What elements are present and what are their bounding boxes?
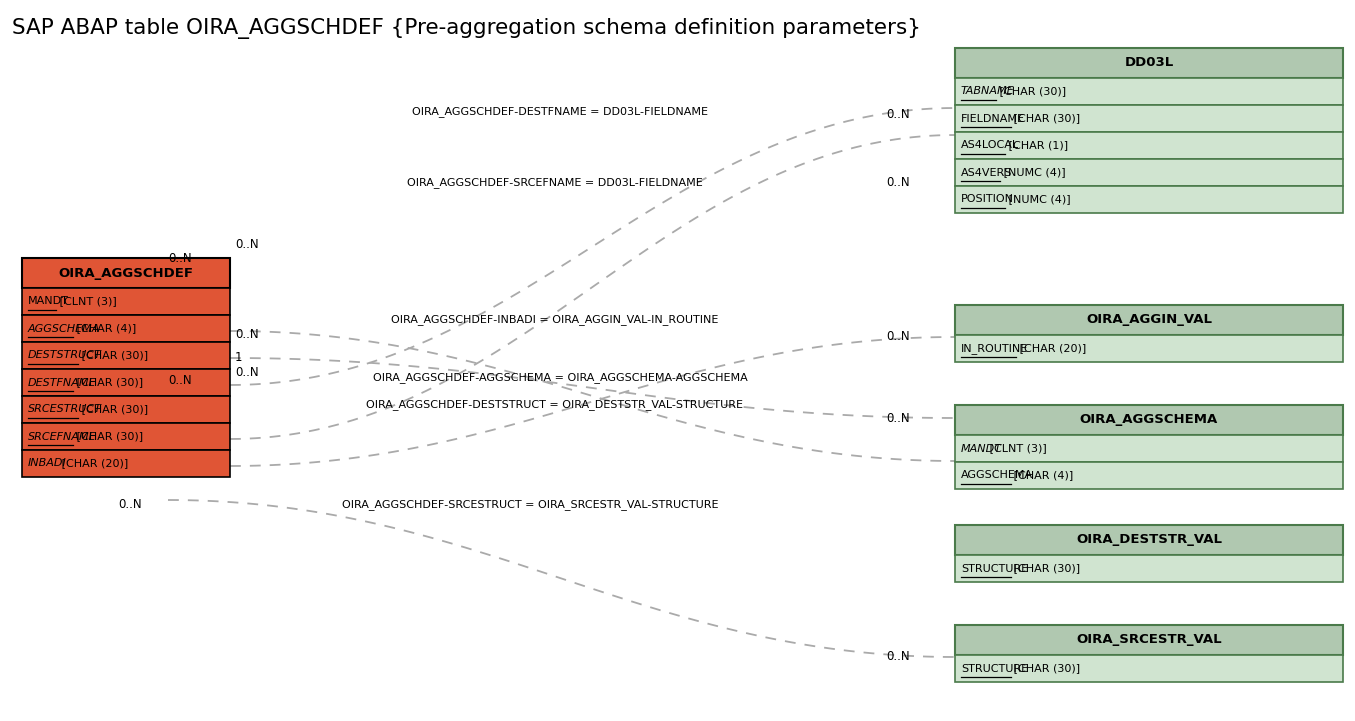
Bar [22, 288, 230, 315]
Text: [CLNT (3)]: [CLNT (3)] [986, 443, 1047, 454]
Text: [CHAR (30)]: [CHAR (30)] [1011, 113, 1081, 123]
Text: SRCEFNAME: SRCEFNAME [28, 431, 96, 441]
Bar [955, 555, 1343, 582]
Text: [CHAR (4)]: [CHAR (4)] [73, 324, 137, 334]
Text: 0..N: 0..N [886, 108, 911, 122]
Text: OIRA_AGGSCHDEF: OIRA_AGGSCHDEF [58, 267, 194, 280]
Text: DESTFNAME: DESTFNAME [28, 378, 96, 387]
Text: INBADI: INBADI [28, 459, 66, 469]
Bar [955, 405, 1343, 435]
Text: STRUCTURE: STRUCTURE [961, 564, 1028, 573]
Text: 0..N: 0..N [168, 252, 191, 265]
Bar [22, 258, 230, 288]
Text: OIRA_AGGSCHDEF-INBADI = OIRA_AGGIN_VAL-IN_ROUTINE: OIRA_AGGSCHDEF-INBADI = OIRA_AGGIN_VAL-I… [392, 314, 718, 325]
Text: OIRA_AGGSCHDEF-DESTFNAME = DD03L-FIELDNAME: OIRA_AGGSCHDEF-DESTFNAME = DD03L-FIELDNA… [412, 107, 709, 118]
Bar [22, 423, 230, 450]
Text: [CHAR (30)]: [CHAR (30)] [79, 404, 148, 415]
Bar [22, 450, 230, 477]
Bar [955, 305, 1343, 335]
Text: AGGSCHEMA: AGGSCHEMA [961, 471, 1033, 480]
Bar [955, 462, 1343, 489]
Text: MANDT: MANDT [28, 296, 69, 306]
Text: SAP ABAP table OIRA_AGGSCHDEF {Pre-aggregation schema definition parameters}: SAP ABAP table OIRA_AGGSCHDEF {Pre-aggre… [12, 18, 921, 39]
Text: [NUMC (4)]: [NUMC (4)] [1005, 195, 1070, 205]
Text: 0..N: 0..N [886, 412, 911, 425]
Bar [955, 186, 1343, 213]
Text: OIRA_AGGSCHDEF-DESTSTRUCT = OIRA_DESTSTR_VAL-STRUCTURE: OIRA_AGGSCHDEF-DESTSTRUCT = OIRA_DESTSTR… [366, 399, 744, 410]
Bar [955, 655, 1343, 682]
Text: [CHAR (20)]: [CHAR (20)] [1016, 343, 1087, 353]
Text: POSITION: POSITION [961, 195, 1014, 205]
Text: OIRA_AGGSCHDEF-SRCEFNAME = DD03L-FIELDNAME: OIRA_AGGSCHDEF-SRCEFNAME = DD03L-FIELDNA… [406, 177, 703, 188]
Bar [22, 396, 230, 423]
Text: [NUMC (4)]: [NUMC (4)] [1000, 167, 1065, 177]
Text: 0..N: 0..N [886, 330, 911, 343]
Text: [CHAR (30)]: [CHAR (30)] [79, 350, 148, 360]
Bar [955, 105, 1343, 132]
Bar [955, 132, 1343, 159]
Bar [955, 159, 1343, 186]
Bar [955, 335, 1343, 362]
Text: 0..N: 0..N [886, 650, 911, 663]
Text: IN_ROUTINE: IN_ROUTINE [961, 343, 1028, 354]
Bar [955, 525, 1343, 555]
Text: FIELDNAME: FIELDNAME [961, 113, 1024, 123]
Text: [CHAR (1)]: [CHAR (1)] [1005, 141, 1068, 151]
Bar [955, 78, 1343, 105]
Text: [CLNT (3)]: [CLNT (3)] [56, 296, 117, 306]
Text: SRCESTRUCT: SRCESTRUCT [28, 404, 102, 415]
Text: AS4VERS: AS4VERS [961, 167, 1012, 177]
Bar [22, 369, 230, 396]
Text: OIRA_DESTSTR_VAL: OIRA_DESTSTR_VAL [1076, 534, 1222, 547]
Bar [22, 315, 230, 342]
Bar [955, 625, 1343, 655]
Bar [22, 342, 230, 369]
Text: STRUCTURE: STRUCTURE [961, 663, 1028, 673]
Text: 0..N: 0..N [234, 239, 259, 252]
Text: OIRA_AGGSCHEMA: OIRA_AGGSCHEMA [1080, 414, 1218, 427]
Text: [CHAR (30)]: [CHAR (30)] [996, 87, 1066, 97]
Text: DESTSTRUCT: DESTSTRUCT [28, 350, 102, 360]
Text: 0..N: 0..N [234, 329, 259, 342]
Text: DD03L: DD03L [1125, 56, 1173, 69]
Bar [955, 435, 1343, 462]
Text: [CHAR (20)]: [CHAR (20)] [58, 459, 129, 469]
Text: [CHAR (30)]: [CHAR (30)] [1011, 663, 1081, 673]
Text: 0..N: 0..N [886, 177, 911, 190]
Text: OIRA_AGGSCHDEF-SRCESTRUCT = OIRA_SRCESTR_VAL-STRUCTURE: OIRA_AGGSCHDEF-SRCESTRUCT = OIRA_SRCESTR… [341, 500, 718, 510]
Text: OIRA_SRCESTR_VAL: OIRA_SRCESTR_VAL [1076, 634, 1222, 647]
Text: [CHAR (4)]: [CHAR (4)] [1011, 471, 1073, 480]
Bar [955, 48, 1343, 78]
Text: TABNAME: TABNAME [961, 87, 1015, 97]
Text: 0..N: 0..N [168, 373, 191, 386]
Text: MANDT: MANDT [961, 443, 1001, 454]
Text: [CHAR (30)]: [CHAR (30)] [73, 431, 144, 441]
Text: [CHAR (30)]: [CHAR (30)] [73, 378, 144, 387]
Text: [CHAR (30)]: [CHAR (30)] [1011, 564, 1081, 573]
Text: AS4LOCAL: AS4LOCAL [961, 141, 1019, 151]
Text: OIRA_AGGSCHDEF-AGGSCHEMA = OIRA_AGGSCHEMA-AGGSCHEMA: OIRA_AGGSCHDEF-AGGSCHEMA = OIRA_AGGSCHEM… [373, 373, 748, 384]
Text: AGGSCHEMA: AGGSCHEMA [28, 324, 100, 334]
Text: 1
0..N: 1 0..N [234, 351, 259, 379]
Text: 0..N: 0..N [118, 498, 142, 511]
Text: OIRA_AGGIN_VAL: OIRA_AGGIN_VAL [1085, 314, 1211, 327]
